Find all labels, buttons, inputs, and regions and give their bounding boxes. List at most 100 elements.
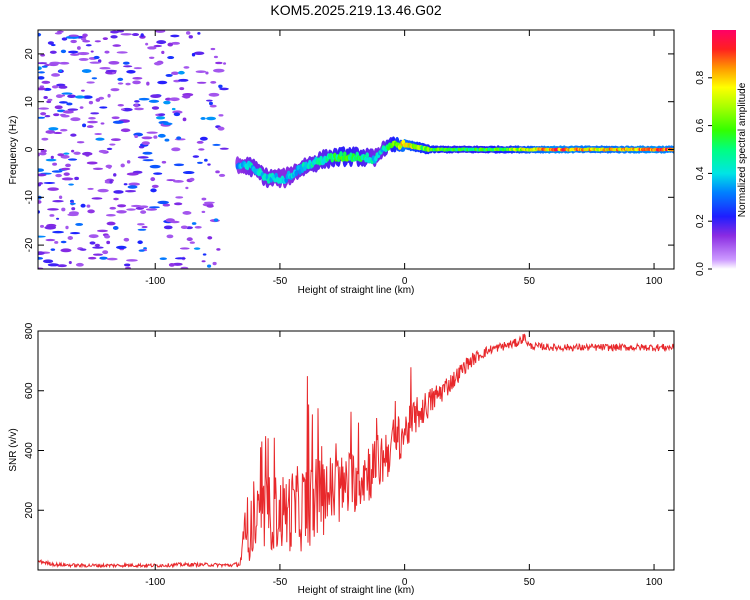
noise-blob	[133, 67, 143, 70]
noise-blob	[58, 85, 68, 89]
colorbar-label: Normalized spectral amplitude	[737, 82, 748, 217]
noise-blob	[191, 222, 197, 225]
noise-blob	[105, 164, 113, 169]
noise-blob	[205, 71, 209, 75]
noise-blob	[153, 135, 158, 139]
noise-blob	[148, 56, 155, 60]
noise-blob	[124, 189, 137, 193]
snr-x-tick-label: 100	[646, 577, 663, 588]
noise-blob	[54, 241, 59, 244]
noise-blob	[137, 228, 147, 231]
noise-blob	[38, 116, 46, 119]
spectrogram-x-tick-label: -50	[273, 276, 288, 287]
noise-blob	[81, 89, 85, 92]
spectrogram-x-label: Height of straight line (km)	[298, 285, 415, 296]
noise-blob	[192, 155, 200, 158]
noise-blob	[138, 97, 150, 101]
noise-blob	[93, 55, 100, 60]
noise-blob	[63, 152, 70, 155]
noise-blob	[66, 102, 73, 106]
noise-blob	[60, 128, 68, 132]
noise-blob	[43, 95, 48, 99]
noise-blob	[163, 225, 173, 230]
noise-blob	[117, 82, 124, 85]
noise-blob	[126, 208, 136, 211]
noise-blob	[189, 177, 195, 182]
noise-blob	[82, 95, 93, 99]
noise-blob	[219, 87, 229, 91]
noise-blob	[58, 195, 63, 200]
noise-blob	[89, 61, 102, 64]
signal-core	[294, 170, 298, 177]
noise-blob	[50, 248, 56, 251]
snr-y-tick-label: 600	[24, 382, 35, 399]
noise-blob	[38, 87, 47, 91]
noise-blob	[67, 94, 77, 99]
signal-core	[365, 152, 370, 159]
noise-blob	[94, 132, 103, 136]
noise-blob	[162, 203, 171, 207]
noise-blob	[79, 106, 84, 109]
noise-blob	[193, 247, 201, 250]
noise-blob	[161, 50, 165, 55]
noise-blob	[212, 143, 221, 146]
noise-blob	[50, 155, 54, 159]
snr-y-tick-label: 200	[24, 501, 35, 518]
noise-blob	[106, 221, 116, 226]
noise-blob	[54, 105, 63, 110]
noise-blob	[38, 251, 45, 256]
spectrogram-y-tick-label: 10	[24, 96, 35, 108]
noise-blob	[51, 170, 63, 173]
noise-blob	[215, 61, 223, 65]
noise-blob	[105, 69, 118, 73]
noise-blob	[179, 247, 190, 250]
noise-blob	[112, 226, 119, 230]
snr-x-tick-label: -50	[273, 577, 288, 588]
noise-blob	[173, 163, 185, 167]
noise-blob	[167, 56, 175, 60]
noise-blob	[194, 225, 202, 229]
noise-blob	[196, 161, 203, 164]
noise-blob	[201, 210, 206, 214]
noise-blob	[170, 34, 180, 38]
noise-blob	[52, 230, 65, 234]
noise-blob	[51, 73, 61, 77]
noise-blob	[117, 77, 124, 81]
noise-blob	[86, 161, 98, 165]
noise-blob	[206, 204, 214, 208]
noise-blob	[146, 131, 158, 134]
noise-blob	[218, 173, 226, 177]
noise-blob	[69, 232, 81, 235]
noise-blob	[59, 61, 70, 65]
noise-blob	[108, 61, 120, 65]
noise-blob	[53, 131, 63, 135]
noise-blob	[141, 136, 153, 140]
noise-blob	[44, 225, 57, 230]
noise-blob	[208, 101, 213, 106]
noise-blob	[105, 213, 116, 217]
noise-blob	[138, 249, 145, 252]
noise-blob	[163, 100, 171, 105]
noise-blob	[171, 41, 180, 45]
noise-blob	[158, 113, 166, 117]
noise-blob	[213, 55, 218, 59]
noise-blob	[127, 185, 138, 189]
noise-blob	[174, 257, 186, 260]
noise-blob	[117, 104, 124, 107]
noise-blob	[167, 42, 174, 47]
noise-blob	[63, 172, 70, 176]
noise-blob	[85, 44, 92, 47]
noise-blob	[169, 97, 180, 102]
spectrogram-x-tick-label: 50	[524, 276, 536, 287]
spectrogram-area	[38, 30, 674, 269]
noise-blob	[70, 133, 77, 137]
noise-blob	[193, 51, 205, 55]
noise-blob	[206, 99, 213, 102]
noise-blob	[120, 33, 133, 36]
noise-blob	[61, 177, 74, 181]
noise-blob	[157, 80, 168, 85]
noise-blob	[94, 243, 101, 247]
noise-blob	[122, 61, 130, 65]
noise-blob	[109, 179, 113, 184]
noise-blob	[90, 50, 94, 53]
